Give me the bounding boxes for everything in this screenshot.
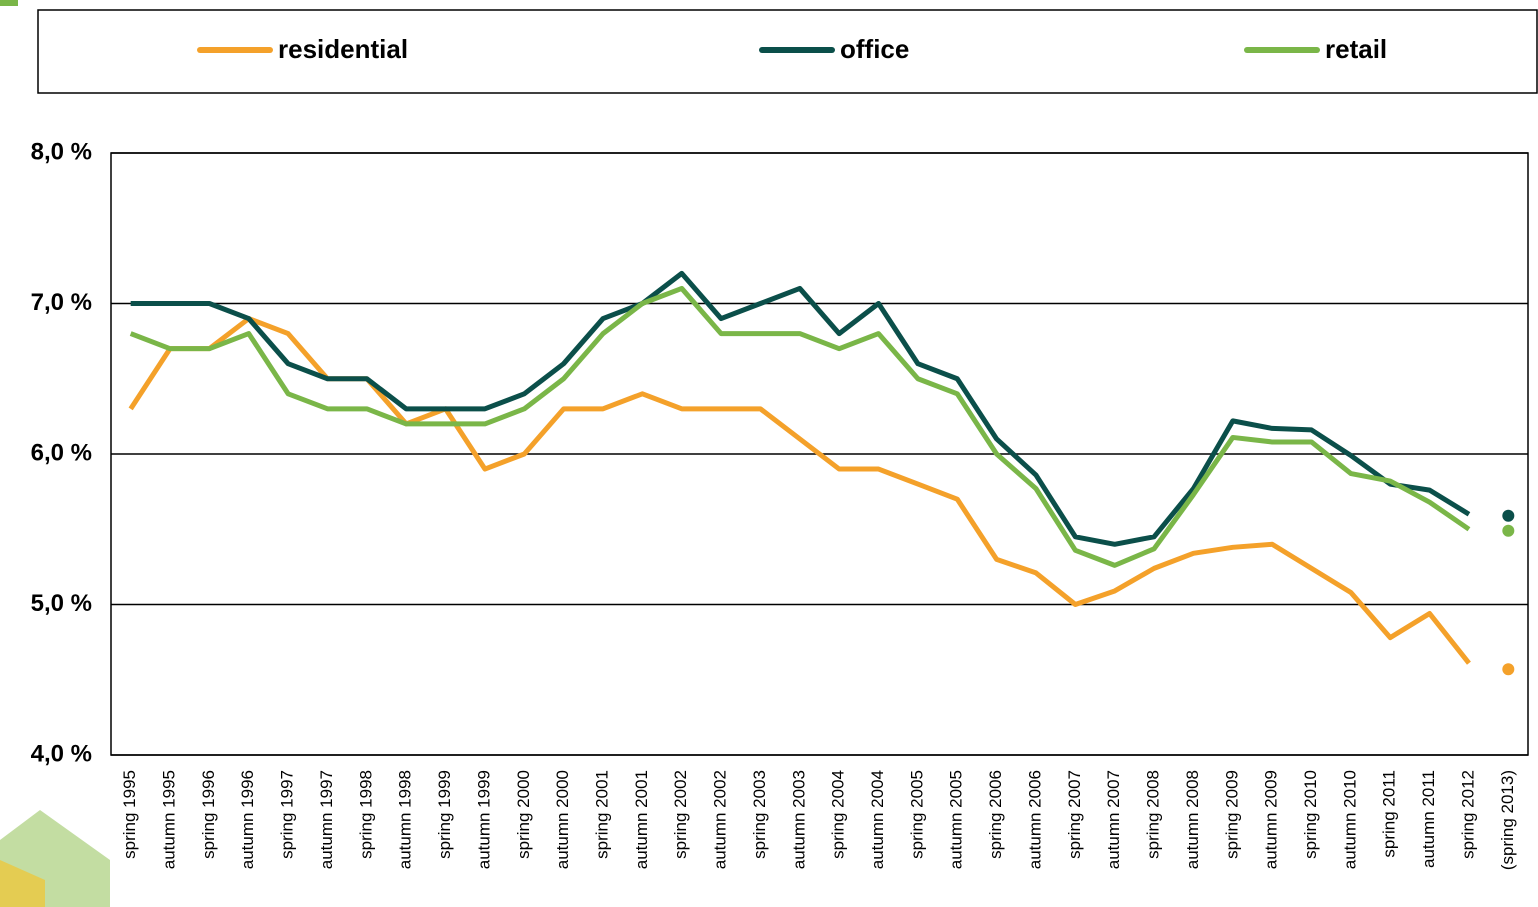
x-tick-label: autumn 2007 — [1104, 770, 1123, 869]
x-tick-label: autumn 1998 — [396, 770, 415, 869]
x-tick-label: autumn 1996 — [238, 770, 257, 869]
x-tick-label: spring 2003 — [750, 770, 769, 859]
x-tick-label: spring 1997 — [278, 770, 297, 859]
x-tick-label: autumn 1997 — [317, 770, 336, 869]
x-tick-label: spring 2007 — [1065, 770, 1084, 859]
y-tick-label: 4,0 % — [31, 740, 92, 767]
x-tick-label: spring 2010 — [1301, 770, 1320, 859]
forecast-dot — [1502, 524, 1515, 537]
x-tick-label: spring 2009 — [1222, 770, 1241, 859]
x-tick-label: spring 2012 — [1458, 770, 1477, 859]
x-tick-label: autumn 2000 — [553, 770, 572, 869]
x-tick-label: spring 2006 — [986, 770, 1005, 859]
forecast-dot — [1502, 509, 1515, 522]
x-tick-label: autumn 2005 — [947, 770, 966, 869]
x-tick-label: spring 2011 — [1380, 770, 1399, 858]
x-tick-label: spring 1995 — [120, 770, 139, 859]
x-tick-label: autumn 2001 — [632, 770, 651, 869]
series-line — [130, 270, 1471, 547]
series-line — [128, 316, 1471, 665]
x-tick-label: autumn 2002 — [711, 770, 730, 869]
y-tick-label: 8,0 % — [31, 138, 92, 165]
legend-label: office — [840, 34, 909, 64]
x-tick-label: spring 2008 — [1144, 770, 1163, 859]
x-tick-label: autumn 2008 — [1183, 770, 1202, 869]
x-tick-label: spring 1999 — [435, 770, 454, 859]
y-tick-label: 5,0 % — [31, 590, 92, 617]
x-tick-label: spring 2002 — [671, 770, 690, 859]
legend-box — [37, 9, 1538, 94]
x-tick-label: spring 2005 — [907, 770, 926, 859]
x-tick-label: spring 1996 — [199, 770, 218, 859]
x-tick-label: autumn 2011 — [1419, 770, 1438, 868]
y-tick-label: 6,0 % — [31, 439, 92, 466]
x-tick-label: spring 1998 — [356, 770, 375, 859]
x-tick-label: autumn 1995 — [160, 770, 179, 869]
series-line — [129, 285, 1471, 568]
x-tick-label: autumn 2004 — [868, 770, 887, 869]
x-tick-label: autumn 2006 — [1025, 770, 1044, 869]
x-tick-label: autumn 1999 — [474, 770, 493, 869]
x-tick-label: autumn 2010 — [1340, 770, 1359, 869]
y-tick-label: 7,0 % — [31, 289, 92, 316]
x-tick-label: autumn 2009 — [1262, 770, 1281, 869]
legend-label: residential — [278, 34, 408, 64]
x-tick-label: autumn 2003 — [789, 770, 808, 869]
x-tick-label: spring 2001 — [592, 770, 611, 859]
x-tick-label: spring 2004 — [829, 770, 848, 859]
x-tick-label: (spring 2013) — [1498, 770, 1517, 870]
logo — [0, 0, 110, 907]
legend-label: retail — [1325, 34, 1387, 64]
x-tick-label: spring 2000 — [514, 770, 533, 859]
forecast-dot — [1502, 663, 1515, 676]
